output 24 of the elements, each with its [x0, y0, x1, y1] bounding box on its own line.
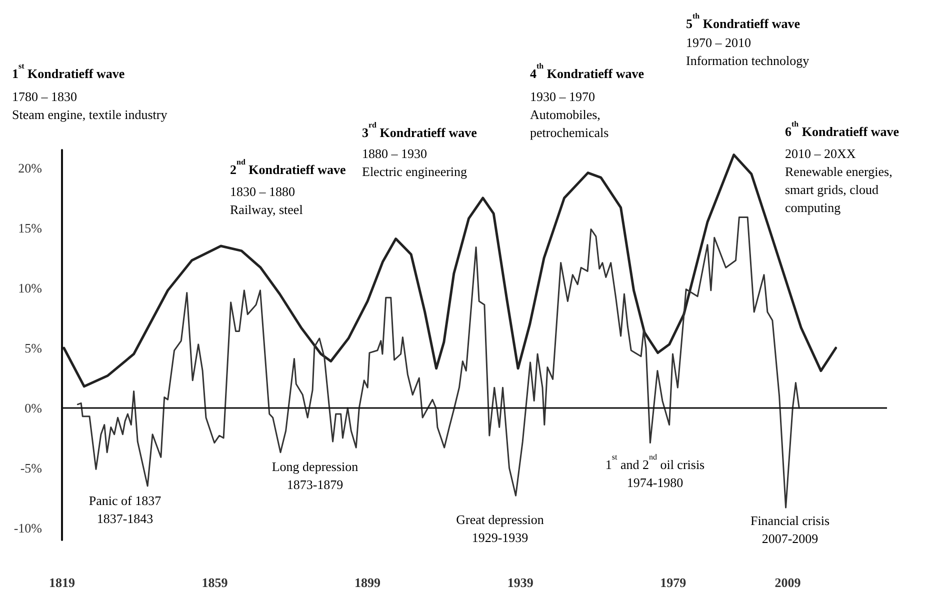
y-tick-label: 10%: [18, 280, 42, 296]
x-tick-label: 1819: [49, 575, 76, 590]
text: 1930 – 1970 Automobiles, petrochemicals: [530, 89, 609, 140]
y-tick-label: 5%: [24, 340, 42, 356]
annotation: Financial crisis 2007-2009: [750, 513, 830, 546]
y-tick-label: 0%: [24, 400, 42, 416]
text: 1970 – 2010 Information technology: [686, 35, 810, 68]
annotation: 2010 – 20XX Renewable energies, smart grids, cloud computing: [785, 146, 892, 215]
annotation: Long depression 1873-1879: [272, 459, 359, 492]
annotation: Great depression 1929-1939: [456, 512, 544, 545]
y-tick-label: 20%: [18, 160, 42, 176]
text: 1780 – 1830 Steam engine, textile industry: [12, 89, 168, 122]
annotation: Panic of 1837 1837-1843: [88, 493, 162, 526]
x-tick-label: 1899: [354, 575, 382, 590]
annotation: 1830 – 1880 Railway, steel: [230, 184, 304, 217]
line-series: [76, 216, 800, 508]
x-tick-label: 2009: [774, 575, 802, 590]
x-tick-label: 1859: [202, 575, 228, 590]
y-tick-label: -10%: [14, 520, 42, 536]
x-tick-label: 1939: [507, 575, 534, 590]
y-tick-label: 15%: [18, 220, 42, 236]
x-tick-label: 1979: [660, 575, 687, 590]
annotation: 1880 – 1930 Electric engineering: [362, 146, 468, 179]
y-tick-label: -5%: [20, 460, 42, 476]
